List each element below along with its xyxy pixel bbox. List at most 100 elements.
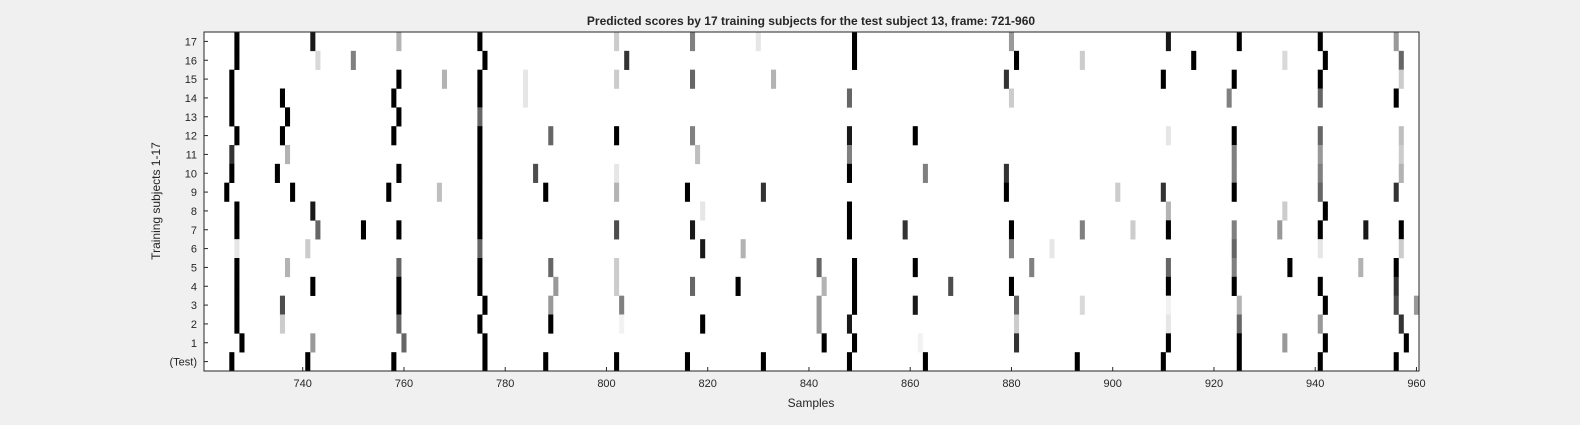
heat-cell <box>224 182 230 202</box>
heat-cell <box>391 352 397 372</box>
heat-cell <box>401 333 407 353</box>
y-tick-label: 12 <box>185 131 197 143</box>
heat-cell <box>229 163 235 183</box>
heat-cell <box>477 239 483 259</box>
heat-cell <box>522 69 528 89</box>
heat-cell <box>1231 69 1237 89</box>
heat-cell <box>285 258 291 278</box>
heat-cell <box>760 352 766 372</box>
x-tick-label: 880 <box>1002 378 1020 390</box>
y-tick-label: 13 <box>185 112 197 124</box>
heat-cell <box>1393 182 1399 202</box>
heat-cell <box>846 220 852 240</box>
x-tick-label: 920 <box>1205 378 1223 390</box>
heat-cell <box>234 126 240 146</box>
heat-cell <box>477 32 483 52</box>
heat-cell <box>1398 69 1404 89</box>
heat-cell <box>1074 352 1080 372</box>
heat-cell <box>1165 333 1171 353</box>
heat-cell <box>1115 182 1121 202</box>
heat-cell <box>239 333 245 353</box>
y-tick-label: 3 <box>191 300 197 312</box>
y-tick-label: 1 <box>191 338 197 350</box>
heat-cell <box>315 220 321 240</box>
y-tick-label: 7 <box>191 225 197 237</box>
heat-cell <box>614 163 620 183</box>
heat-cell <box>482 352 488 372</box>
heat-cell <box>310 201 316 221</box>
y-tick-label: (Test) <box>170 357 198 369</box>
heat-cell <box>279 295 285 315</box>
heat-cell <box>234 276 240 296</box>
heat-cell <box>821 276 827 296</box>
heat-cell <box>477 220 483 240</box>
heat-cell <box>1165 258 1171 278</box>
y-tick-label: 11 <box>186 149 197 161</box>
heat-cell <box>1322 201 1328 221</box>
heat-cell <box>477 145 483 165</box>
heat-cell <box>234 32 240 52</box>
heat-cell <box>1008 220 1014 240</box>
heat-cell <box>396 69 402 89</box>
heat-cell <box>477 258 483 278</box>
heat-cell <box>846 145 852 165</box>
heat-cell <box>234 50 240 70</box>
y-tick-label: 14 <box>185 93 197 105</box>
heat-cell <box>1003 182 1009 202</box>
heat-cell <box>234 239 240 259</box>
heat-cell <box>1160 182 1166 202</box>
heat-cell <box>1317 239 1323 259</box>
heat-cell <box>1231 220 1237 240</box>
heat-cell <box>690 32 696 52</box>
y-tick-label: 2 <box>191 319 197 331</box>
heat-cell <box>477 163 483 183</box>
heat-cell <box>1079 220 1085 240</box>
heat-cell <box>305 239 311 259</box>
heat-cell <box>522 88 528 108</box>
heat-cell <box>912 126 918 146</box>
heat-cell <box>1277 220 1283 240</box>
heat-cell <box>740 239 746 259</box>
heat-cell <box>360 220 366 240</box>
heat-cell <box>1317 145 1323 165</box>
heat-cell <box>548 314 554 334</box>
heat-cell <box>229 107 235 127</box>
heat-cell <box>816 295 822 315</box>
heat-cell <box>614 258 620 278</box>
heat-cell <box>1130 220 1136 240</box>
heat-cell <box>846 352 852 372</box>
heat-cell <box>548 126 554 146</box>
heat-cell <box>852 50 858 70</box>
x-tick-label: 840 <box>800 378 818 390</box>
heat-cell <box>553 276 559 296</box>
heat-cell <box>684 182 690 202</box>
heat-cell <box>816 314 822 334</box>
chart-title: Predicted scores by 17 training subjects… <box>587 14 1035 28</box>
y-tick-label: 8 <box>191 206 197 218</box>
heat-cell <box>922 163 928 183</box>
heat-cell <box>477 276 483 296</box>
heat-cell <box>614 352 620 372</box>
x-tick-label: 820 <box>699 378 717 390</box>
heat-cell <box>441 69 447 89</box>
y-tick-label: 10 <box>185 168 197 180</box>
heat-cell <box>1236 32 1242 52</box>
heat-cell <box>1014 50 1020 70</box>
heat-cell <box>1014 295 1020 315</box>
heat-cell <box>386 182 392 202</box>
heat-cell <box>234 258 240 278</box>
x-tick-label: 780 <box>496 378 514 390</box>
heat-cell <box>735 276 741 296</box>
heat-cell <box>477 107 483 127</box>
x-tick-label: 800 <box>597 378 615 390</box>
x-tick-labels: 740 760 780 800 820 840 860 880 900 920 940 960 <box>294 367 1426 390</box>
heat-cell <box>1398 163 1404 183</box>
heat-cell <box>1226 88 1232 108</box>
heat-cell <box>285 107 291 127</box>
heat-cell <box>1231 239 1237 259</box>
heat-cell <box>1317 32 1323 52</box>
heat-cell <box>1165 314 1171 334</box>
heat-cell <box>533 163 539 183</box>
heat-cell <box>1358 258 1364 278</box>
heat-cell <box>852 295 858 315</box>
